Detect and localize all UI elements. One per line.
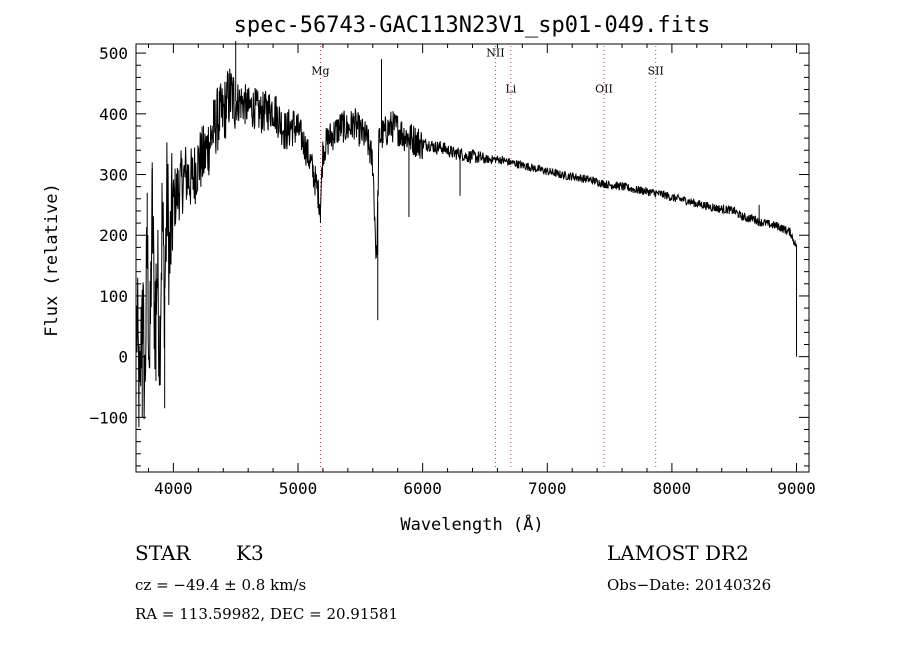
y-tick-label: 400 (99, 105, 128, 124)
marker-label-sii: SII (648, 64, 664, 77)
marker-label-mg: Mg (311, 64, 329, 77)
flux-series (136, 40, 798, 428)
x-axis-label: Wavelength (Å) (400, 513, 543, 535)
y-tick-label: 0 (118, 348, 128, 367)
y-tick-label: −100 (89, 408, 128, 427)
marker-label-oii: OII (595, 83, 613, 96)
y-axis-label: Flux (relative) (42, 183, 62, 337)
y-tick-label: 500 (99, 44, 128, 63)
redshift-text: cz = −49.4 ± 0.8 km/s (135, 576, 307, 594)
obs-date: Obs−Date: 20140326 (607, 576, 772, 594)
x-tick-label: 6000 (403, 479, 442, 498)
y-tick-label: 200 (99, 226, 128, 245)
coordinates: RA = 113.59982, DEC = 20.91581 (135, 605, 399, 623)
marker-label-li: Li (505, 83, 516, 96)
plot-axes: 4000 5000 6000 7000 8000 9000 −100 0 100 200 300 40… (89, 43, 816, 498)
x-tick-label: 8000 (653, 479, 692, 498)
spectral-line-markers: Mg NII Li OII SII (311, 46, 664, 470)
object-subclass: K3 (236, 541, 264, 565)
flux-line (136, 68, 797, 428)
y-tick-label: 100 (99, 287, 128, 306)
survey-name: LAMOST DR2 (607, 541, 749, 565)
x-tick-label: 4000 (154, 479, 193, 498)
object-class: STAR (135, 541, 191, 565)
x-tick-label: 9000 (777, 479, 816, 498)
chart-title: spec-56743-GAC113N23V1_sp01-049.fits (234, 13, 711, 38)
x-tick-label: 5000 (279, 479, 318, 498)
marker-label-nii: NII (486, 47, 504, 60)
x-tick-label: 7000 (528, 479, 567, 498)
y-tick-label: 300 (99, 166, 128, 185)
